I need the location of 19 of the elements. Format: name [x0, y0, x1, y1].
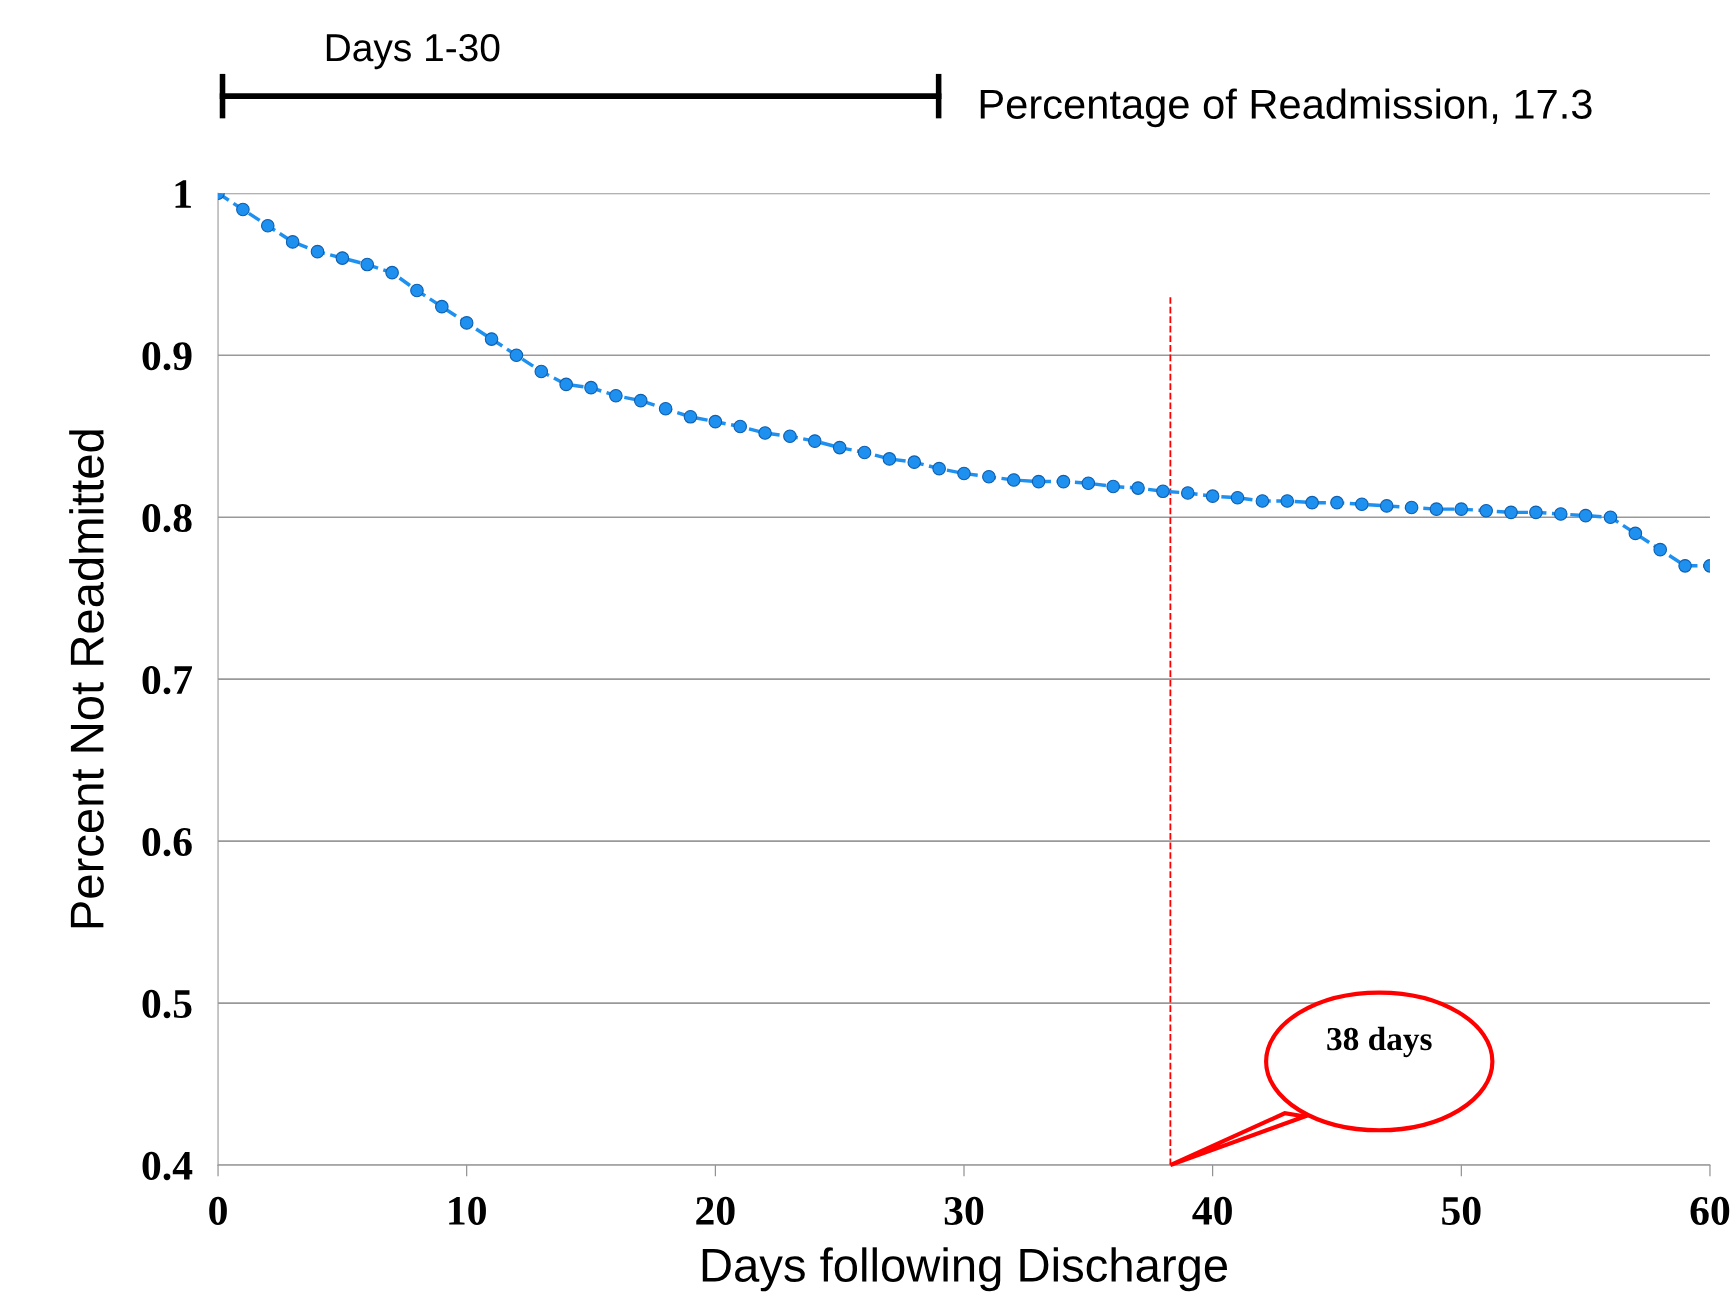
text: Percentage of Readmission, 17.3: [980, 88, 1592, 128]
y-tick-label: 0.5: [142, 989, 192, 1019]
y-tick-label: 0.6: [142, 827, 192, 857]
x-tick-label: 50: [1442, 1196, 1481, 1225]
x-tick-label: 0: [209, 1196, 227, 1225]
y-tick-label: 0.9: [142, 342, 192, 371]
y-tick-label: 0.8: [142, 503, 192, 533]
text: Days 1-30: [326, 33, 500, 70]
x-tick-label: 10: [449, 1196, 486, 1225]
x-axis-title: Days following Discharge: [702, 1247, 1227, 1292]
x-tick-label: 40: [1192, 1196, 1232, 1225]
y-tick-label: 0.7: [142, 665, 193, 695]
x-tick-label: 60: [1690, 1196, 1730, 1225]
x-tick-label: 30: [944, 1196, 984, 1225]
y-tick-label: 1: [175, 180, 191, 208]
x-tick-label: 20: [696, 1196, 735, 1225]
y-axis-title: Percent Not Readmitted: [69, 430, 104, 928]
y-tick-label: 0.4: [142, 1151, 193, 1181]
annotation: 38 days: [1327, 1026, 1432, 1058]
